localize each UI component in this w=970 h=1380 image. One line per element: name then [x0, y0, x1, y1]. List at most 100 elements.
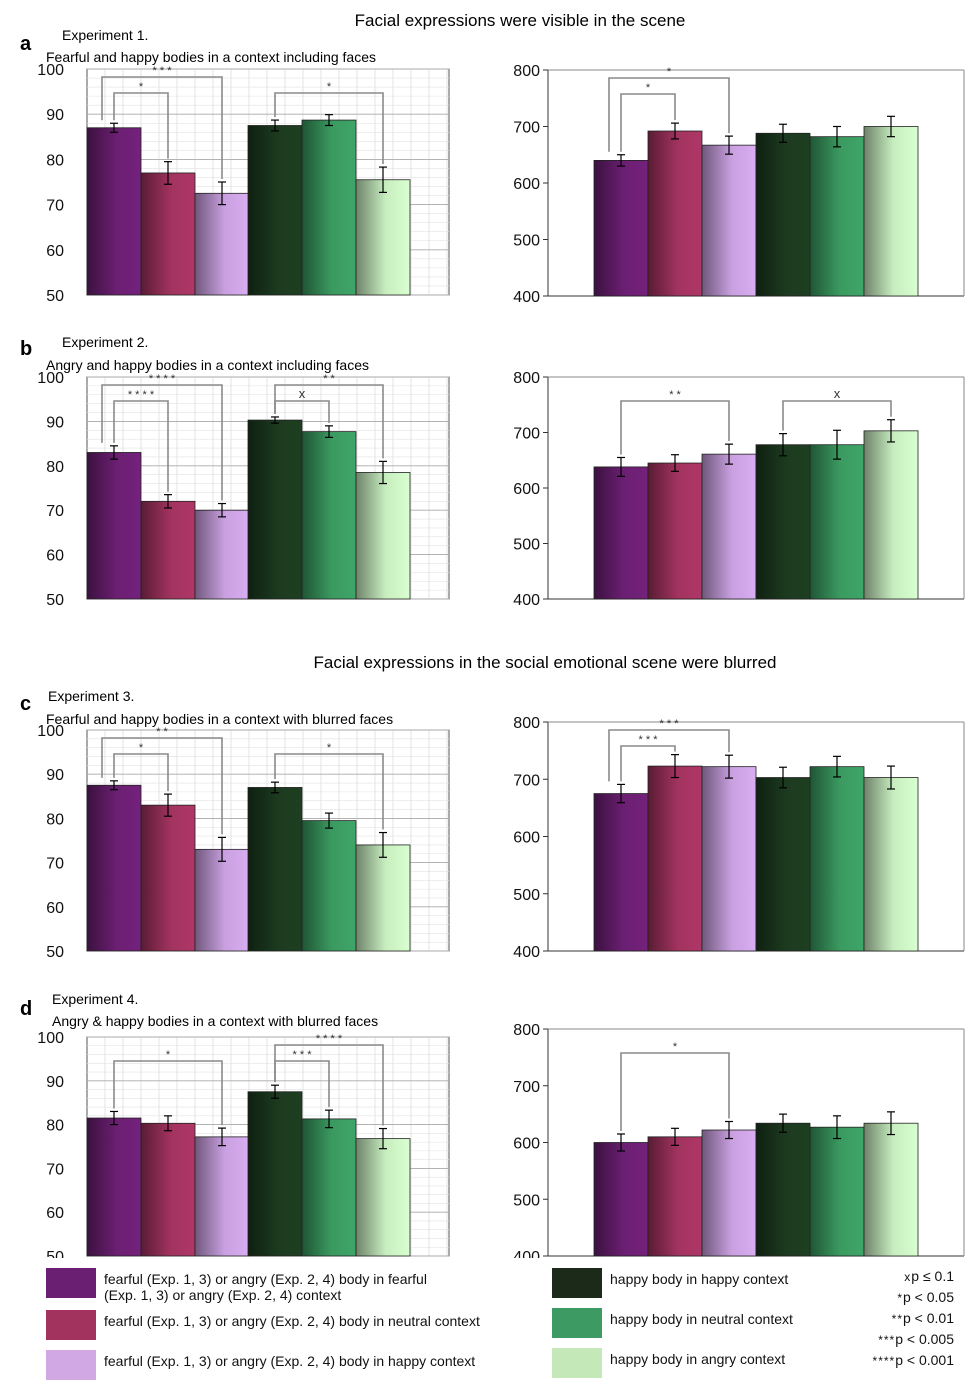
sig-row: xp ≤ 0.1 — [904, 1268, 954, 1284]
bar — [355, 179, 411, 296]
y-tick-label: 100 — [37, 370, 64, 387]
bar — [301, 1118, 357, 1257]
y-tick-label: 100 — [37, 723, 64, 740]
bar — [301, 820, 357, 952]
y-tick-label: 500 — [513, 537, 540, 554]
y-tick-label: 90 — [46, 1074, 64, 1091]
significance-label: * — [139, 81, 144, 93]
heading-visible: Facial expressions were visible in the s… — [355, 11, 686, 30]
significance-bracket — [113, 92, 169, 159]
y-tick-label: 70 — [46, 1161, 64, 1178]
y-tick-label: 80 — [46, 459, 64, 476]
y-tick-label: 700 — [513, 120, 540, 137]
bar — [863, 126, 919, 297]
y-tick-label: 50 — [46, 944, 64, 961]
y-tick-label: 70 — [46, 198, 64, 215]
bar — [194, 848, 250, 952]
bar — [593, 159, 649, 297]
bar — [355, 1138, 411, 1257]
chart-panel-b: 50 60 70 80 90 100 * * * * x * * * * * * — [37, 370, 450, 609]
chart-panel-d-rt: 400 500 600 700 800 * — [513, 1022, 965, 1258]
bar — [755, 777, 811, 952]
legend-label: happy body in angry context — [610, 1351, 786, 1367]
significance-bracket — [113, 1060, 223, 1126]
y-tick-label: 600 — [513, 830, 540, 847]
bar — [755, 132, 811, 297]
significance-label: * * * — [153, 65, 173, 77]
legend: fearful (Exp. 1, 3) or angry (Exp. 2, 4)… — [0, 1258, 970, 1380]
bar — [593, 466, 649, 600]
subtitle-b: Angry and happy bodies in a context incl… — [46, 357, 369, 373]
y-tick-label: 600 — [513, 481, 540, 498]
y-tick-label: 700 — [513, 426, 540, 443]
y-tick-label: 500 — [513, 887, 540, 904]
panel-letter-a: a — [20, 33, 32, 55]
bar — [86, 1117, 142, 1257]
y-tick-label: 800 — [513, 1022, 540, 1039]
y-tick-label: 60 — [46, 243, 64, 260]
significance-label: * * * * — [316, 1033, 343, 1045]
y-tick-label: 500 — [513, 233, 540, 250]
significance-label: * * * * — [128, 389, 155, 401]
bar — [647, 130, 703, 297]
bar — [647, 1136, 703, 1257]
legend-item: fearful (Exp. 1, 3) or angry (Exp. 2, 4)… — [46, 1268, 427, 1303]
bar — [593, 793, 649, 952]
significance-bracket — [620, 745, 676, 782]
legend-label: fearful (Exp. 1, 3) or angry (Exp. 2, 4)… — [104, 1313, 480, 1329]
bar — [140, 172, 196, 296]
y-tick-label: 50 — [46, 592, 64, 609]
panel-letter-b: b — [20, 338, 32, 360]
y-tick-label: 90 — [46, 107, 64, 124]
bar — [755, 1122, 811, 1257]
significance-bracket — [101, 384, 223, 501]
significance-bracket — [101, 76, 223, 179]
y-tick-label: 80 — [46, 1118, 64, 1135]
bar — [355, 844, 411, 952]
bar — [701, 1129, 757, 1257]
title-c: Experiment 3. — [48, 688, 134, 704]
legend-swatch — [46, 1310, 96, 1340]
y-tick-label: 700 — [513, 1079, 540, 1096]
y-tick-label: 400 — [513, 1249, 540, 1258]
subtitle-c: Fearful and happy bodies in a context wi… — [46, 711, 393, 727]
chart-panel-c-rt: 400 500 600 700 800 * * ** * * — [513, 715, 965, 961]
bar — [701, 144, 757, 297]
y-tick-label: 700 — [513, 772, 540, 789]
legend-swatch — [552, 1308, 602, 1338]
significance-label: * * — [669, 389, 681, 401]
significance-bracket — [274, 92, 384, 165]
bar — [86, 784, 142, 952]
title-d: Experiment 4. — [52, 991, 138, 1007]
legend-label: fearful (Exp. 1, 3) or angry (Exp. 2, 4)… — [104, 1353, 476, 1369]
y-tick-label: 800 — [513, 370, 540, 387]
sig-row: *p < 0.05 — [897, 1289, 954, 1305]
significance-label: * * * * — [149, 373, 176, 385]
y-tick-label: 400 — [513, 592, 540, 609]
bar — [809, 1126, 865, 1257]
y-tick-label: 70 — [46, 503, 64, 520]
bar — [86, 127, 142, 296]
legend-label: happy body in neutral context — [610, 1311, 793, 1327]
significance-bracket — [608, 729, 730, 782]
chart-panel-a: 50 60 70 80 90 100 * * * * * — [37, 62, 450, 305]
bar — [247, 419, 303, 600]
significance-label: * — [646, 82, 651, 94]
charts-layer: 50 60 70 80 90 100 * * * * * 400 500 600 700 800 * * 50 6… — [37, 62, 965, 1258]
y-tick-label: 50 — [46, 288, 64, 305]
y-tick-label: 100 — [37, 62, 64, 79]
significance-bracket — [113, 400, 169, 492]
sig-row: ****p < 0.001 — [872, 1352, 954, 1368]
legend-item: happy body in angry context — [552, 1348, 785, 1378]
bar — [140, 804, 196, 952]
legend-item: fearful (Exp. 1, 3) or angry (Exp. 2, 4)… — [46, 1310, 480, 1340]
legend-item: happy body in neutral context — [552, 1308, 793, 1338]
figure-canvas: Facial expressions were visible in the s… — [20, 11, 965, 1258]
bar — [809, 444, 865, 600]
significance-label: x — [834, 386, 841, 401]
chart-panel-c: 50 60 70 80 90 100 * * * * — [37, 723, 450, 961]
y-tick-label: 90 — [46, 414, 64, 431]
significance-label: * — [327, 81, 332, 93]
significance-label: * — [667, 66, 672, 78]
y-tick-label: 600 — [513, 176, 540, 193]
